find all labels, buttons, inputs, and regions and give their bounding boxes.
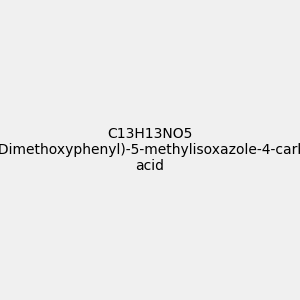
Text: C13H13NO5
3-(2,4-Dimethoxyphenyl)-5-methylisoxazole-4-carboxylic acid: C13H13NO5 3-(2,4-Dimethoxyphenyl)-5-meth… bbox=[0, 127, 300, 173]
